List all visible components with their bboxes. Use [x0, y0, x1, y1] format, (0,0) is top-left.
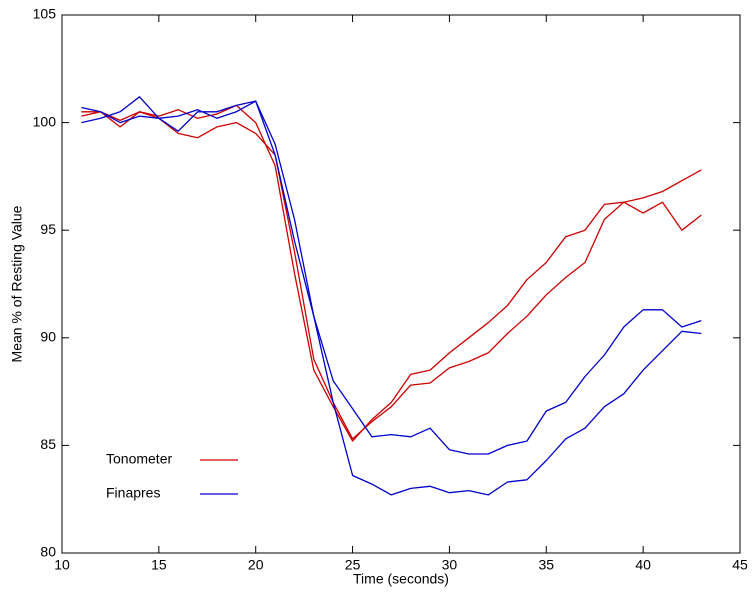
- y-axis-label: Mean % of Resting Value: [9, 205, 25, 362]
- y-tick-label: 105: [33, 6, 57, 22]
- x-tick-label: 10: [54, 557, 70, 573]
- series-line: [81, 104, 702, 442]
- x-tick-label: 40: [635, 557, 651, 573]
- series-line: [81, 100, 702, 496]
- x-tick-label: 30: [442, 557, 458, 573]
- x-tick-label: 15: [151, 557, 167, 573]
- x-tick-label: 20: [248, 557, 264, 573]
- x-tick-label: 35: [538, 557, 554, 573]
- legend-label: Finapres: [106, 485, 160, 501]
- x-tick-label: 45: [732, 557, 748, 573]
- plot-frame: [61, 14, 741, 554]
- y-tick-label: 80: [40, 544, 56, 560]
- series-line: [81, 96, 702, 455]
- series-line: [81, 111, 702, 440]
- x-axis-label: Time (seconds): [353, 571, 449, 587]
- y-tick-label: 90: [40, 329, 56, 345]
- y-tick-label: 85: [40, 436, 56, 452]
- y-tick-label: 95: [40, 221, 56, 237]
- x-tick-label: 25: [345, 557, 361, 573]
- legend-label: Tonometer: [106, 451, 172, 467]
- y-tick-label: 100: [33, 113, 57, 129]
